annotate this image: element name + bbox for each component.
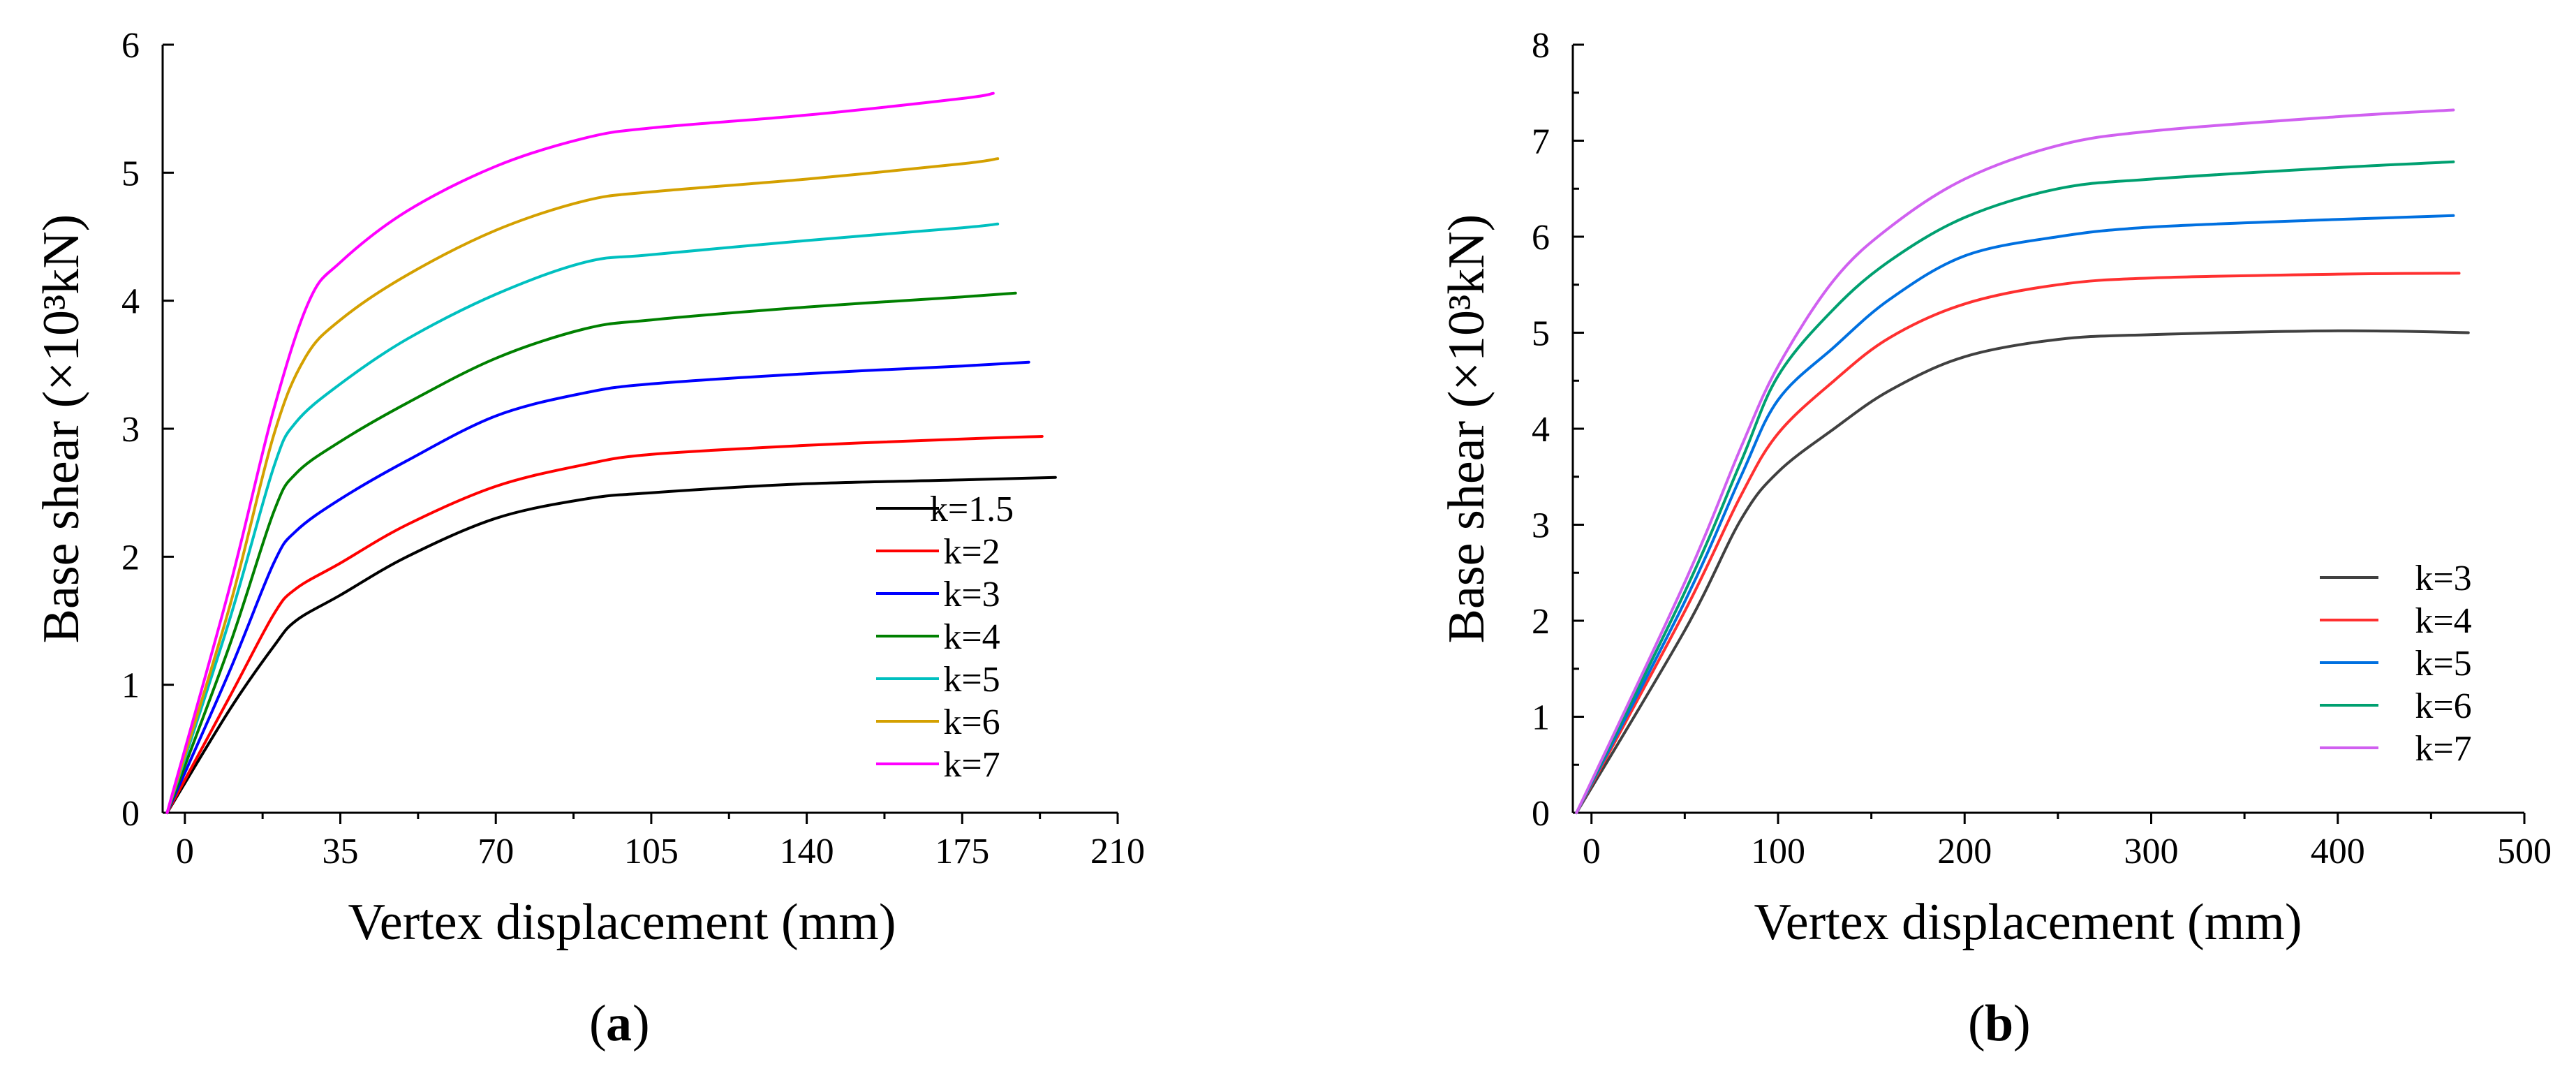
legend-b: k=3k=4k=5k=6k=7 — [2320, 559, 2472, 769]
x-tick-label: 200 — [1937, 832, 1992, 871]
x-tick-label: 500 — [2497, 832, 2552, 871]
x-tick-label: 210 — [1090, 832, 1145, 871]
legend-label: k=5 — [943, 660, 1000, 700]
x-tick-label: 175 — [935, 832, 989, 871]
legend-label: k=1.5 — [930, 489, 1014, 529]
y-tick-label: 3 — [121, 410, 140, 450]
series-line-k=4 — [1575, 272, 2461, 814]
series-line-k=7 — [1575, 108, 2455, 814]
legend-label: k=5 — [2415, 644, 2471, 684]
y-tick-label: 4 — [1532, 410, 1550, 450]
x-tick-label: 140 — [780, 832, 834, 871]
y-tick-label: 1 — [121, 666, 140, 706]
x-tick-label: 300 — [2124, 832, 2178, 871]
y-tick-label: 0 — [1532, 794, 1550, 834]
legend-label: k=7 — [943, 745, 1000, 785]
x-axis-label: Vertex displacement (mm) — [348, 894, 896, 951]
y-tick-label: 5 — [1532, 314, 1550, 354]
legend-label: k=2 — [943, 532, 1000, 572]
panel-label-open: ( — [589, 995, 607, 1052]
series-line-k=2 — [165, 435, 1044, 814]
panel-label-letter: a — [606, 995, 632, 1052]
x-tick-label: 35 — [323, 832, 359, 871]
panel-label-letter: b — [1985, 995, 2013, 1052]
ticks-a: 0 35 70 105 140 175 210 0 1 2 3 4 5 6 — [121, 26, 1145, 871]
y-tick-label: 0 — [121, 794, 140, 834]
x-tick-label: 100 — [1751, 832, 1805, 871]
panel-label-open: ( — [1968, 995, 1985, 1052]
legend-label: k=3 — [2415, 559, 2471, 598]
legend-label: k=7 — [2415, 729, 2471, 769]
series-line-k=7 — [165, 91, 995, 814]
axes-b — [1571, 45, 2524, 814]
series-line-k=3 — [1575, 329, 2470, 814]
y-axis-label: Base shear (×10³kN) — [1438, 214, 1495, 644]
y-tick-label: 5 — [121, 154, 140, 193]
legend-label: k=3 — [943, 575, 1000, 614]
series-line-k=5 — [1575, 214, 2455, 814]
y-tick-label: 4 — [121, 282, 140, 322]
y-tick-label: 6 — [121, 26, 140, 66]
y-tick-label: 6 — [1532, 218, 1550, 258]
series-lines-a — [165, 91, 1057, 814]
series-line-k=6 — [1575, 160, 2455, 814]
legend-a: k=1.5k=2k=3k=4k=5k=6k=7 — [876, 489, 1014, 785]
x-tick-label: 105 — [624, 832, 679, 871]
y-tick-label: 2 — [121, 538, 140, 577]
legend-label: k=6 — [2415, 686, 2471, 726]
y-tick-label: 1 — [1532, 698, 1550, 738]
panel-label-close: ) — [632, 995, 650, 1052]
x-axis-label: Vertex displacement (mm) — [1754, 894, 2302, 951]
chart-panel-b: 0 100 200 300 400 500 0 1 2 3 4 5 6 7 8 k=3k=4k=5k=6k=… — [1438, 26, 2552, 1052]
series-line-k=1.5 — [165, 476, 1057, 814]
series-line-k=5 — [165, 222, 1000, 814]
y-axis-label: Base shear (×10³kN) — [33, 214, 90, 644]
y-tick-label: 7 — [1532, 122, 1550, 162]
legend-label: k=4 — [943, 617, 1000, 657]
panel-label-close: ) — [2013, 995, 2031, 1052]
legend-label: k=6 — [943, 702, 1000, 742]
ticks-b: 0 100 200 300 400 500 0 1 2 3 4 5 6 7 8 — [1532, 26, 2552, 871]
series-line-k=6 — [165, 157, 1000, 814]
y-tick-label: 3 — [1532, 506, 1550, 546]
series-lines-b — [1575, 108, 2470, 814]
legend-label: k=4 — [2415, 601, 2471, 641]
x-tick-label: 0 — [176, 832, 194, 871]
x-tick-label: 70 — [478, 832, 514, 871]
x-tick-label: 0 — [1583, 832, 1601, 871]
series-line-k=3 — [165, 360, 1030, 814]
y-tick-label: 8 — [1532, 26, 1550, 66]
x-tick-label: 400 — [2311, 832, 2365, 871]
series-line-k=4 — [165, 291, 1017, 814]
y-tick-label: 2 — [1532, 602, 1550, 642]
panel-label-b: ( b ) — [1968, 995, 2031, 1052]
panel-label-a: ( a ) — [589, 995, 650, 1052]
